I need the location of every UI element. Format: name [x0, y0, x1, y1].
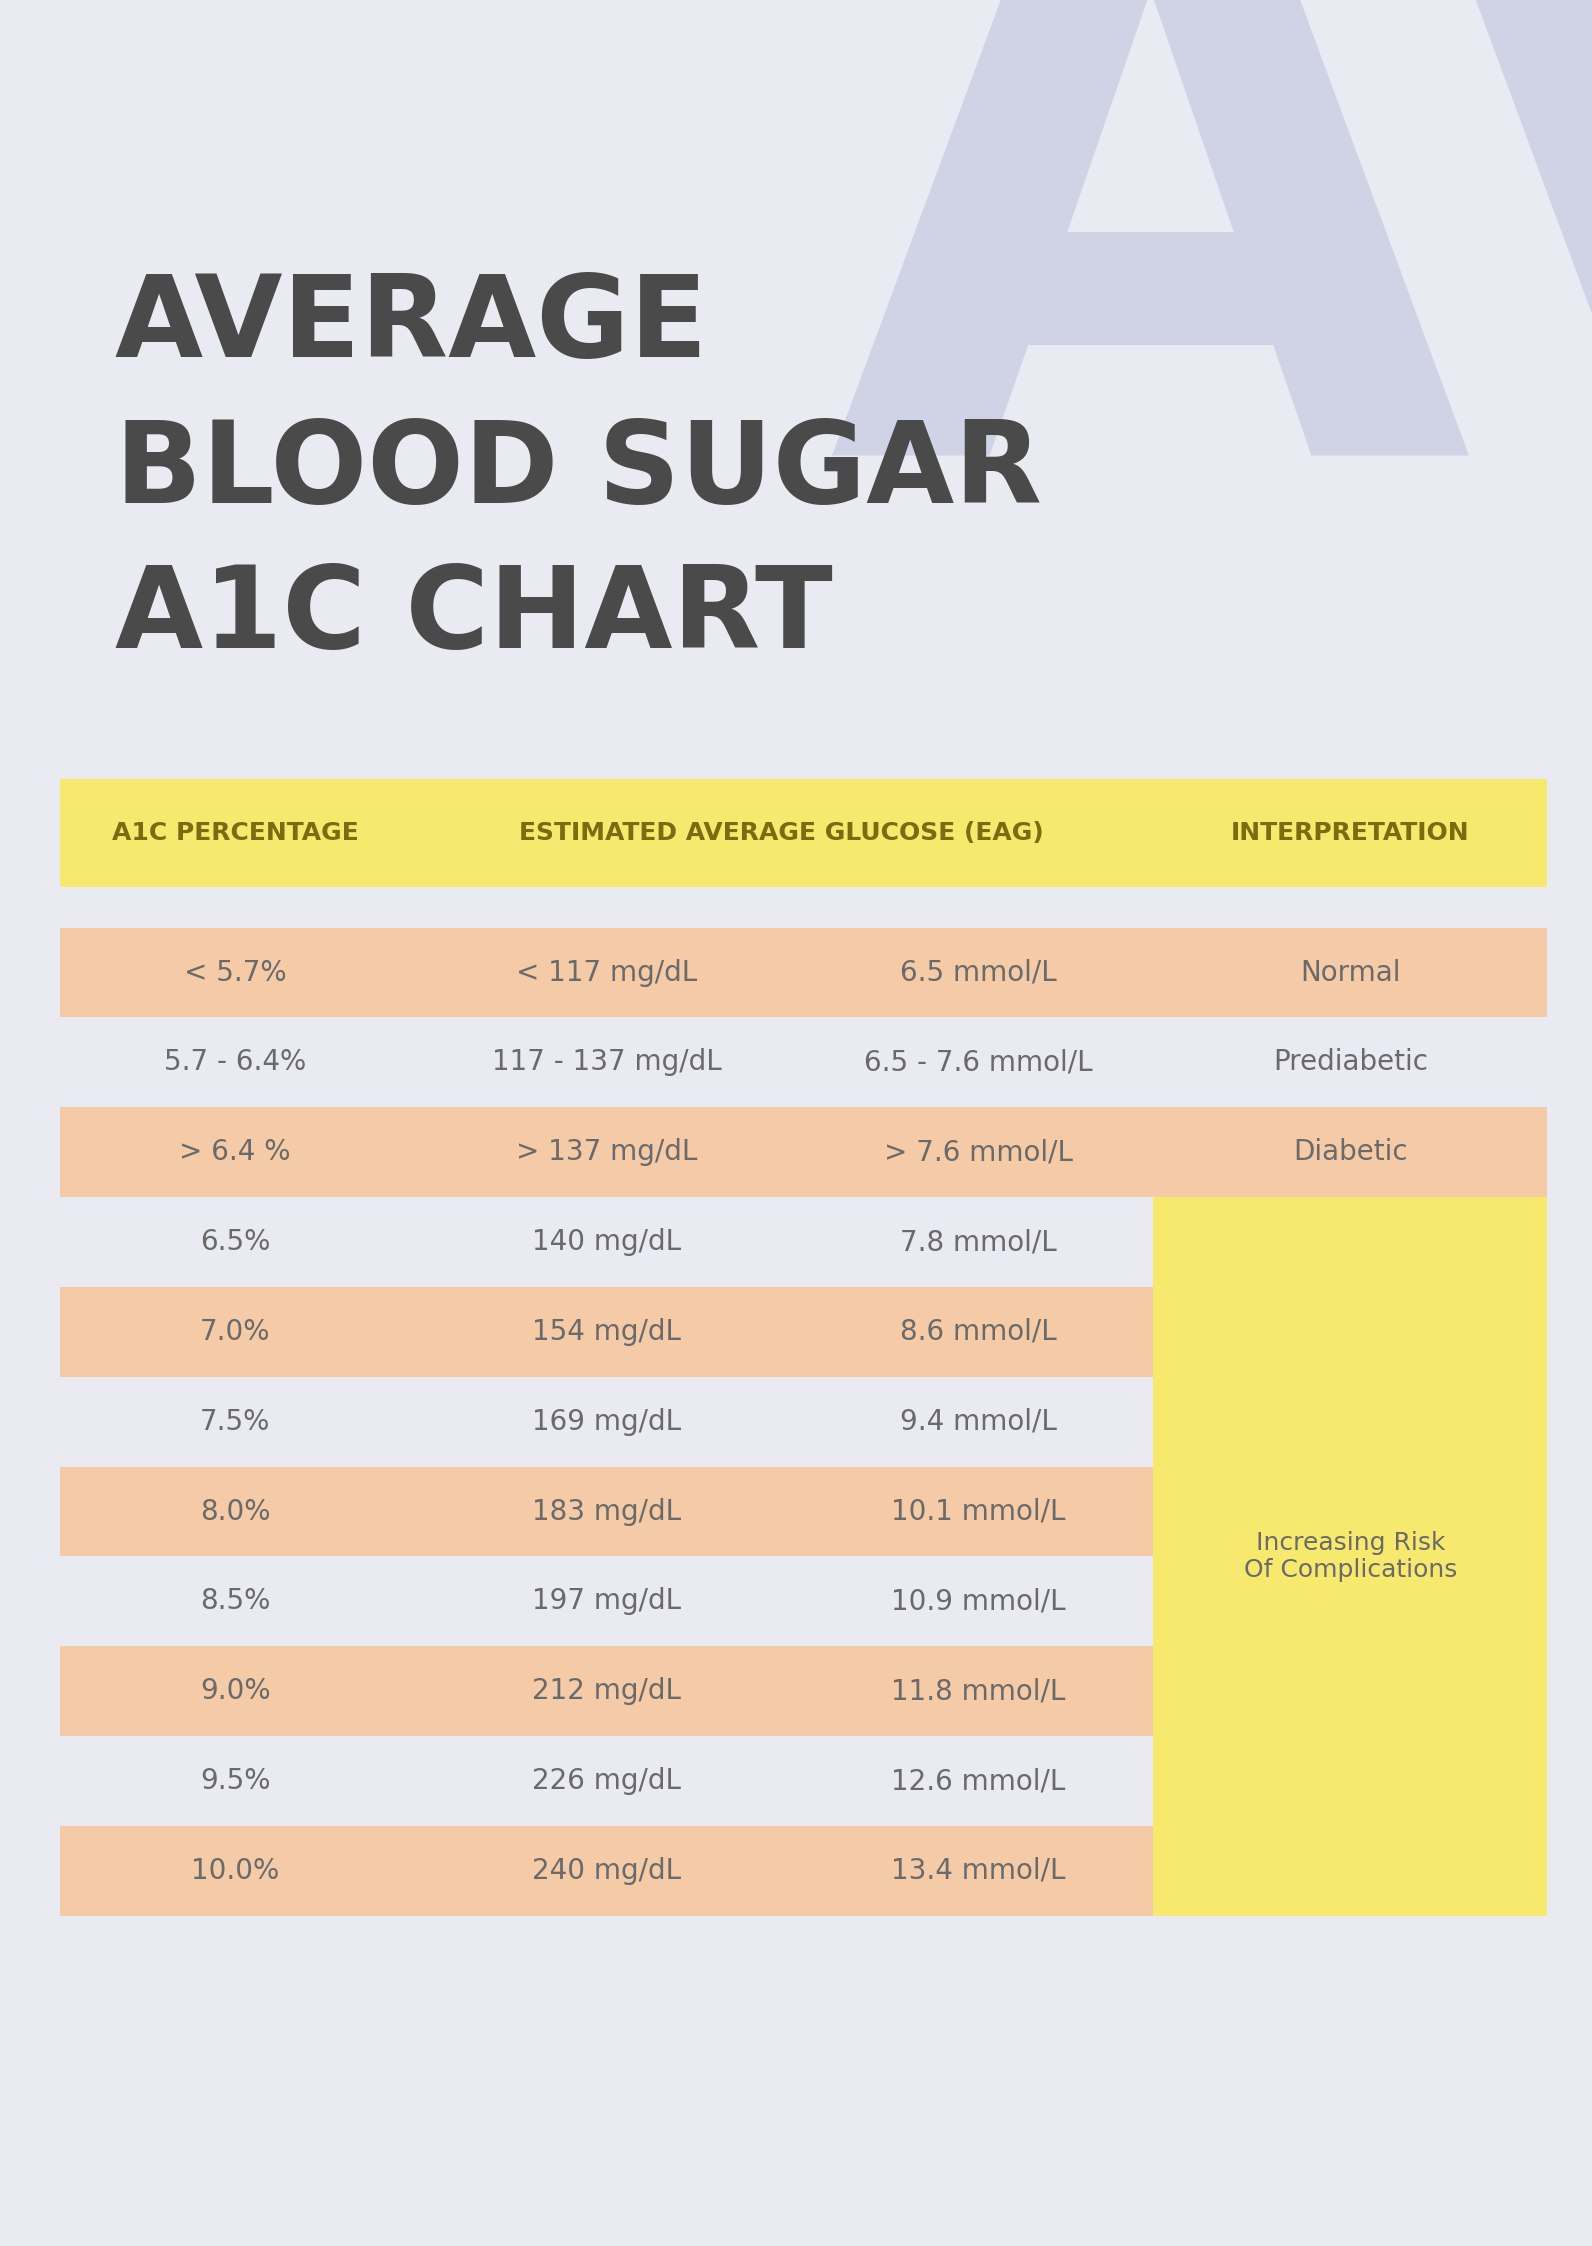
Text: > 7.6 mmol/L: > 7.6 mmol/L	[884, 1139, 1073, 1166]
Bar	[60, 1467, 1153, 1556]
Text: 12.6 mmol/L: 12.6 mmol/L	[892, 1768, 1067, 1795]
Bar	[60, 928, 1153, 1017]
Text: A1C PERCENTAGE: A1C PERCENTAGE	[111, 822, 358, 844]
Text: 9.4 mmol/L: 9.4 mmol/L	[899, 1408, 1057, 1435]
Text: AV: AV	[828, 0, 1592, 629]
Bar	[60, 1646, 1153, 1736]
Bar	[60, 1107, 1153, 1197]
Text: < 117 mg/dL: < 117 mg/dL	[516, 959, 697, 986]
Text: 226 mg/dL: 226 mg/dL	[532, 1768, 681, 1795]
Text: 169 mg/dL: 169 mg/dL	[532, 1408, 681, 1435]
Text: 8.5%: 8.5%	[201, 1588, 271, 1615]
Text: > 6.4 %: > 6.4 %	[180, 1139, 291, 1166]
Text: 6.5%: 6.5%	[201, 1229, 271, 1256]
Text: 6.5 mmol/L: 6.5 mmol/L	[901, 959, 1057, 986]
Text: 6.5 - 7.6 mmol/L: 6.5 - 7.6 mmol/L	[864, 1049, 1094, 1076]
Bar	[60, 1017, 1153, 1107]
Bar	[60, 1736, 1153, 1826]
Bar	[1153, 1017, 1547, 1107]
Text: 11.8 mmol/L: 11.8 mmol/L	[892, 1678, 1067, 1705]
Text: 7.0%: 7.0%	[201, 1318, 271, 1345]
Bar	[60, 1287, 1153, 1377]
Bar	[60, 1556, 1153, 1646]
Text: < 5.7%: < 5.7%	[185, 959, 287, 986]
Text: Diabetic: Diabetic	[1293, 1139, 1407, 1166]
Bar	[1153, 1197, 1547, 1916]
Bar	[1153, 1107, 1547, 1197]
Text: Increasing Risk
Of Complications: Increasing Risk Of Complications	[1243, 1530, 1457, 1583]
Text: 183 mg/dL: 183 mg/dL	[532, 1498, 681, 1525]
Text: INTERPRETATION: INTERPRETATION	[1231, 822, 1469, 844]
Text: > 137 mg/dL: > 137 mg/dL	[516, 1139, 697, 1166]
Text: 197 mg/dL: 197 mg/dL	[532, 1588, 681, 1615]
Text: ESTIMATED AVERAGE GLUCOSE (EAG): ESTIMATED AVERAGE GLUCOSE (EAG)	[519, 822, 1044, 844]
Text: 8.6 mmol/L: 8.6 mmol/L	[901, 1318, 1057, 1345]
Text: BLOOD SUGAR: BLOOD SUGAR	[115, 416, 1041, 526]
Text: 13.4 mmol/L: 13.4 mmol/L	[892, 1857, 1067, 1884]
Text: 117 - 137 mg/dL: 117 - 137 mg/dL	[492, 1049, 721, 1076]
Text: 9.5%: 9.5%	[201, 1768, 271, 1795]
Bar	[60, 1377, 1153, 1467]
Bar	[60, 779, 1547, 887]
Text: 7.8 mmol/L: 7.8 mmol/L	[901, 1229, 1057, 1256]
Text: 10.9 mmol/L: 10.9 mmol/L	[892, 1588, 1067, 1615]
Text: 5.7 - 6.4%: 5.7 - 6.4%	[164, 1049, 306, 1076]
Text: 240 mg/dL: 240 mg/dL	[532, 1857, 681, 1884]
Text: 8.0%: 8.0%	[201, 1498, 271, 1525]
Text: 7.5%: 7.5%	[201, 1408, 271, 1435]
Bar	[60, 1826, 1153, 1916]
Text: A1C CHART: A1C CHART	[115, 562, 833, 672]
Text: 140 mg/dL: 140 mg/dL	[532, 1229, 681, 1256]
Text: AVERAGE: AVERAGE	[115, 270, 708, 380]
Bar	[60, 1197, 1153, 1287]
Bar	[1153, 928, 1547, 1017]
Text: 10.0%: 10.0%	[191, 1857, 279, 1884]
Text: 10.1 mmol/L: 10.1 mmol/L	[892, 1498, 1067, 1525]
Text: Prediabetic: Prediabetic	[1274, 1049, 1428, 1076]
Text: 9.0%: 9.0%	[201, 1678, 271, 1705]
Text: 212 mg/dL: 212 mg/dL	[532, 1678, 681, 1705]
Text: 154 mg/dL: 154 mg/dL	[532, 1318, 681, 1345]
Text: Normal: Normal	[1301, 959, 1401, 986]
